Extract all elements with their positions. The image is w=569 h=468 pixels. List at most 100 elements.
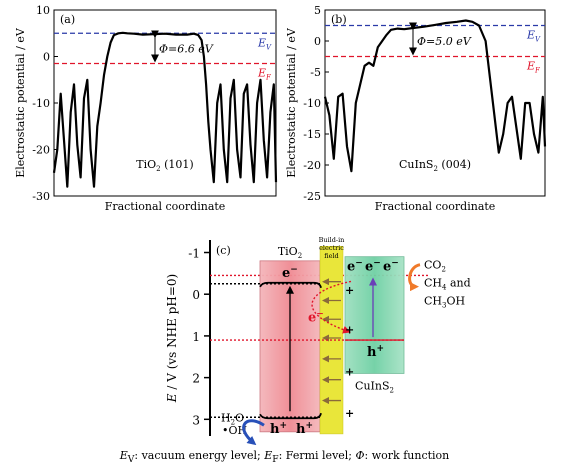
field-label-line: Build-in xyxy=(319,236,345,244)
caption-ef-symbol: E xyxy=(264,449,273,462)
caption-phi-text: : work function xyxy=(364,449,450,462)
tio2-label-sub: 2 xyxy=(298,252,302,260)
y-tick-label: -5 xyxy=(310,66,321,79)
tio2-label: TiO2 xyxy=(278,245,302,260)
tio2-electron-e: e xyxy=(282,266,290,281)
transfer-electron-minus: − xyxy=(316,309,324,319)
tio2-electron: e− xyxy=(282,265,298,281)
ch4-sub: 4 xyxy=(442,284,447,292)
y-tick-label: -20 xyxy=(32,144,50,157)
field-plus-sign: + xyxy=(345,284,354,297)
material-sub: 2 xyxy=(433,165,437,173)
y-tick-label: 1 xyxy=(192,330,200,344)
tio2-hole-2-plus: + xyxy=(305,421,313,431)
electron-transfer-arc xyxy=(311,280,352,334)
cuins2-electron-1: e− xyxy=(347,259,363,275)
product-ch3oh: CH3OH xyxy=(424,295,465,310)
material-name: TiO xyxy=(136,158,156,171)
y-tick-label: -1 xyxy=(188,247,200,261)
work-function-label: Φ=5.0 eV xyxy=(417,35,472,48)
ef-label-sub: F xyxy=(534,67,541,75)
ev-label: EV xyxy=(526,29,541,44)
potential-curve xyxy=(323,19,547,173)
cuins2-electron-1-e: e xyxy=(347,260,355,275)
cuins2-electron-3-minus: − xyxy=(391,259,399,269)
cuins2-hole-plus: + xyxy=(376,344,384,354)
y-tick-label: -20 xyxy=(303,159,321,172)
y-tick-label: -10 xyxy=(32,97,50,110)
x-axis-label: Fractional coordinate xyxy=(105,200,226,213)
cuins2-electron-2-e: e xyxy=(365,260,373,275)
h2o-rest: O xyxy=(235,411,244,424)
h2o-sub: 2 xyxy=(231,418,235,426)
material-facet: (004) xyxy=(438,158,471,171)
caption-ev-symbol: E xyxy=(119,449,128,462)
tio2-hole-2-h: h xyxy=(296,422,306,437)
ev-label-main: E xyxy=(526,29,535,42)
ch4-main: CH xyxy=(424,277,442,290)
y-tick-label: -10 xyxy=(303,97,321,110)
tio2-vb-bending xyxy=(259,413,322,420)
cuins2-electron-1-minus: − xyxy=(355,259,363,269)
field-label-line: field xyxy=(324,252,338,260)
hydroxyl-radical-label: •OH xyxy=(222,424,247,437)
y-tick-label: -15 xyxy=(303,128,321,141)
ch4-and: and xyxy=(446,277,470,290)
panel-label: (b) xyxy=(331,13,347,26)
co2-sub: 2 xyxy=(441,266,445,274)
cuins2-block xyxy=(344,256,405,374)
ev-label-sub: V xyxy=(266,43,272,51)
cuins2-label-main: CuInS xyxy=(355,379,389,392)
y-axis-label: Electrostatic potential / eV xyxy=(14,27,27,178)
cuins2-label: CuInS2 xyxy=(355,379,394,394)
oxidation-arrow xyxy=(242,419,265,446)
y-tick-label: 5 xyxy=(314,4,321,17)
panel-label: (a) xyxy=(60,13,75,26)
y-tick-label: -25 xyxy=(303,190,321,203)
y-axis-label-rest: / V (vs NHE pH=0) xyxy=(165,274,179,394)
work-function-label: Φ=6.6 eV xyxy=(159,42,214,55)
material-label: TiO2 (101) xyxy=(136,158,193,173)
tio2-label-main: TiO xyxy=(278,245,298,258)
y-tick-label: 3 xyxy=(192,413,200,427)
ev-label: EV xyxy=(257,36,272,51)
material-name: CuInS xyxy=(399,158,433,171)
y-tick-label: 10 xyxy=(36,4,50,17)
cuins2-hole-h: h xyxy=(367,345,377,360)
product-co2: CO2 xyxy=(424,259,446,274)
cuins2-label-sub: 2 xyxy=(390,386,394,394)
y-axis-label-main: E xyxy=(165,393,179,403)
ev-label-sub: V xyxy=(535,36,541,44)
tio2-cb-bending xyxy=(259,281,322,289)
material-facet: (101) xyxy=(161,158,194,171)
field-label-line: electric xyxy=(319,244,344,252)
cuins2-electron-3-e: e xyxy=(383,260,391,275)
cuins2-electron-3: e− xyxy=(383,259,399,275)
y-tick-label: 0 xyxy=(314,35,321,48)
caption-ev-sub: V xyxy=(127,454,135,466)
co2-main: CO xyxy=(424,259,441,272)
ch3oh-sub: 3 xyxy=(442,302,446,310)
tio2-hole-1: h+ xyxy=(270,421,287,437)
x-axis-label: Fractional coordinate xyxy=(375,200,496,213)
y-tick-label: -30 xyxy=(32,190,50,203)
ef-label: EF xyxy=(526,60,541,75)
panel-a: 10 0 -10 -20 -30 Electrostatic potential / eV… xyxy=(14,4,278,213)
tio2-hole-1-h: h xyxy=(270,422,280,437)
tio2-electron-minus: − xyxy=(290,265,298,275)
tio2-hole-2: h+ xyxy=(296,421,313,437)
field-plus-sign: + xyxy=(345,324,354,337)
ef-label: EF xyxy=(257,66,272,81)
y-tick-label: 2 xyxy=(192,372,200,386)
tio2-hole-1-plus: + xyxy=(279,421,287,431)
potential-curve xyxy=(52,31,278,188)
caption-ef-text: : Fermi level; xyxy=(278,449,356,462)
h2o-main: H xyxy=(221,411,231,424)
y-tick-label: 0 xyxy=(192,288,200,302)
figure-caption: EV: vacuum energy level; EF: Fermi level… xyxy=(0,449,569,465)
caption-phi-symbol: Φ xyxy=(355,449,365,462)
y-tick-label: 0 xyxy=(43,51,50,64)
